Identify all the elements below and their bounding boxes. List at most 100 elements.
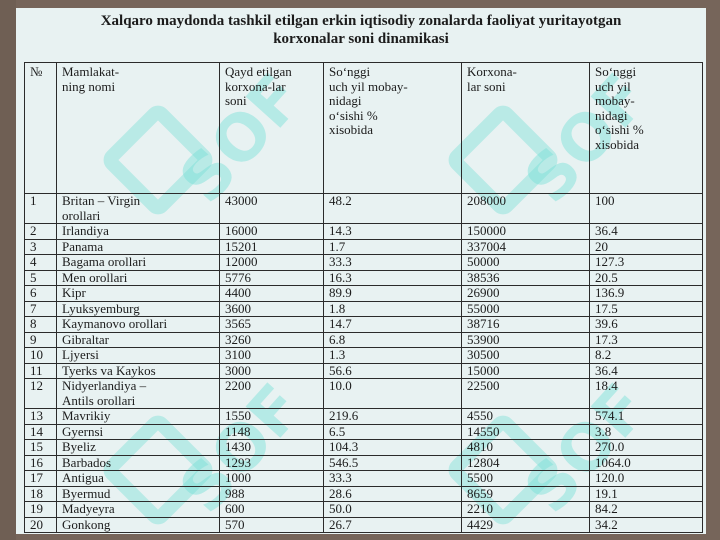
enterprise-count: 26900	[461, 285, 590, 302]
registered-count: 988	[219, 485, 324, 502]
page-title: Xalqaro maydonda tashkil etilgan erkin i…	[16, 12, 706, 48]
title-line-1: Xalqaro maydonda tashkil etilgan erkin i…	[100, 13, 622, 29]
enterprise-count: 14550	[461, 423, 590, 440]
registered-count: 1000	[219, 470, 324, 487]
enterprise-count: 337004	[461, 238, 590, 255]
enterprise-growth: 19.1	[589, 485, 703, 502]
registered-growth: 28.6	[323, 485, 462, 502]
row-number: 18	[24, 485, 57, 502]
enterprise-count: 4550	[461, 408, 590, 425]
header-number: №	[24, 62, 57, 194]
enterprise-count: 50000	[461, 254, 590, 271]
header-enterprise-count: Korxona- lar soni	[461, 62, 590, 194]
enterprise-growth: 36.4	[589, 362, 703, 379]
country-name: Kipr	[56, 285, 220, 302]
table-row: 9 Gibraltar 3260 6.8 53900 17.3	[24, 331, 703, 348]
table-row: 1 Britan – Virgin orollari 43000 48.2 208000…	[24, 193, 703, 224]
row-number: 15	[24, 439, 57, 456]
table-row: 19 Madyeyra 600 50.0 2210 84.2	[24, 501, 703, 518]
row-number: 8	[24, 316, 57, 333]
registered-count: 15201	[219, 238, 324, 255]
table-row: 5 Men orollari 5776 16.3 38536 20.5	[24, 269, 703, 286]
table-row: 2 Irlandiya 16000 14.3 150000 36.4	[24, 223, 703, 240]
row-number: 14	[24, 423, 57, 440]
row-number: 17	[24, 470, 57, 487]
registered-growth: 6.5	[323, 423, 462, 440]
enterprise-growth: 34.2	[589, 516, 703, 533]
registered-count: 3260	[219, 331, 324, 348]
registered-growth: 48.2	[323, 193, 462, 224]
enterprise-count: 208000	[461, 193, 590, 224]
header-registered-count: Qayd etilgan korxona-lar soni	[219, 62, 324, 194]
country-name: Barbados	[56, 454, 220, 471]
row-number: 5	[24, 269, 57, 286]
table-row: 18 Byermud 988 28.6 8659 19.1	[24, 485, 703, 502]
country-name: Byermud	[56, 485, 220, 502]
registered-count: 3000	[219, 362, 324, 379]
registered-growth: 1.7	[323, 238, 462, 255]
registered-count: 600	[219, 501, 324, 518]
enterprise-growth: 120.0	[589, 470, 703, 487]
registered-count: 570	[219, 516, 324, 533]
registered-count: 12000	[219, 254, 324, 271]
country-name: Gyernsi	[56, 423, 220, 440]
registered-growth: 546.5	[323, 454, 462, 471]
table-row: 13 Mavrikiy 1550 219.6 4550 574.1	[24, 408, 703, 425]
registered-growth: 1.8	[323, 300, 462, 317]
registered-growth: 219.6	[323, 408, 462, 425]
registered-growth: 1.3	[323, 347, 462, 364]
registered-growth: 26.7	[323, 516, 462, 533]
enterprise-growth: 3.8	[589, 423, 703, 440]
enterprise-growth: 84.2	[589, 501, 703, 518]
country-name: Antigua	[56, 470, 220, 487]
row-number: 3	[24, 238, 57, 255]
enterprise-count: 15000	[461, 362, 590, 379]
enterprise-count: 8659	[461, 485, 590, 502]
table-row: 12 Nidyerlandiya – Antils orollari 2200 10.…	[24, 378, 703, 409]
table-row: 15 Byeliz 1430 104.3 4810 270.0	[24, 439, 703, 456]
enterprise-count: 53900	[461, 331, 590, 348]
registered-count: 1148	[219, 423, 324, 440]
enterprise-count: 55000	[461, 300, 590, 317]
enterprise-count: 22500	[461, 378, 590, 409]
row-number: 10	[24, 347, 57, 364]
registered-count: 1430	[219, 439, 324, 456]
country-name: Mavrikiy	[56, 408, 220, 425]
table-row: 10 Ljyersi 3100 1.3 30500 8.2	[24, 347, 703, 364]
registered-growth: 104.3	[323, 439, 462, 456]
registered-growth: 10.0	[323, 378, 462, 409]
table-row: 20 Gonkong 570 26.7 4429 34.2	[24, 516, 703, 533]
enterprise-count: 2210	[461, 501, 590, 518]
enterprise-growth: 270.0	[589, 439, 703, 456]
country-name: Lyuksyemburg	[56, 300, 220, 317]
registered-growth: 33.3	[323, 470, 462, 487]
row-number: 20	[24, 516, 57, 533]
registered-count: 3565	[219, 316, 324, 333]
header-enterprise-growth: So‘nggi uch yil mobay- nidagi o‘sishi % …	[589, 62, 703, 194]
enterprise-count: 4429	[461, 516, 590, 533]
table-row: 6 Kipr 4400 89.9 26900 136.9	[24, 285, 703, 302]
header-registered-growth: So‘nggi uch yil mobay- nidagi o‘sishi % …	[323, 62, 462, 194]
row-number: 12	[24, 378, 57, 409]
country-name: Kaymanovo orollari	[56, 316, 220, 333]
country-name: Panama	[56, 238, 220, 255]
registered-growth: 16.3	[323, 269, 462, 286]
country-name: Gonkong	[56, 516, 220, 533]
registered-count: 3100	[219, 347, 324, 364]
registered-growth: 6.8	[323, 331, 462, 348]
enterprise-growth: 127.3	[589, 254, 703, 271]
enterprise-count: 30500	[461, 347, 590, 364]
registered-growth: 56.6	[323, 362, 462, 379]
row-number: 11	[24, 362, 57, 379]
registered-growth: 14.7	[323, 316, 462, 333]
row-number: 19	[24, 501, 57, 518]
country-name: Ljyersi	[56, 347, 220, 364]
registered-count: 3600	[219, 300, 324, 317]
table-row: 3 Panama 15201 1.7 337004 20	[24, 238, 703, 255]
registered-count: 1550	[219, 408, 324, 425]
country-name: Men orollari	[56, 269, 220, 286]
country-name: Irlandiya	[56, 223, 220, 240]
enterprise-growth: 136.9	[589, 285, 703, 302]
table-row: 8 Kaymanovo orollari 3565 14.7 38716 39.6	[24, 316, 703, 333]
registered-count: 2200	[219, 378, 324, 409]
